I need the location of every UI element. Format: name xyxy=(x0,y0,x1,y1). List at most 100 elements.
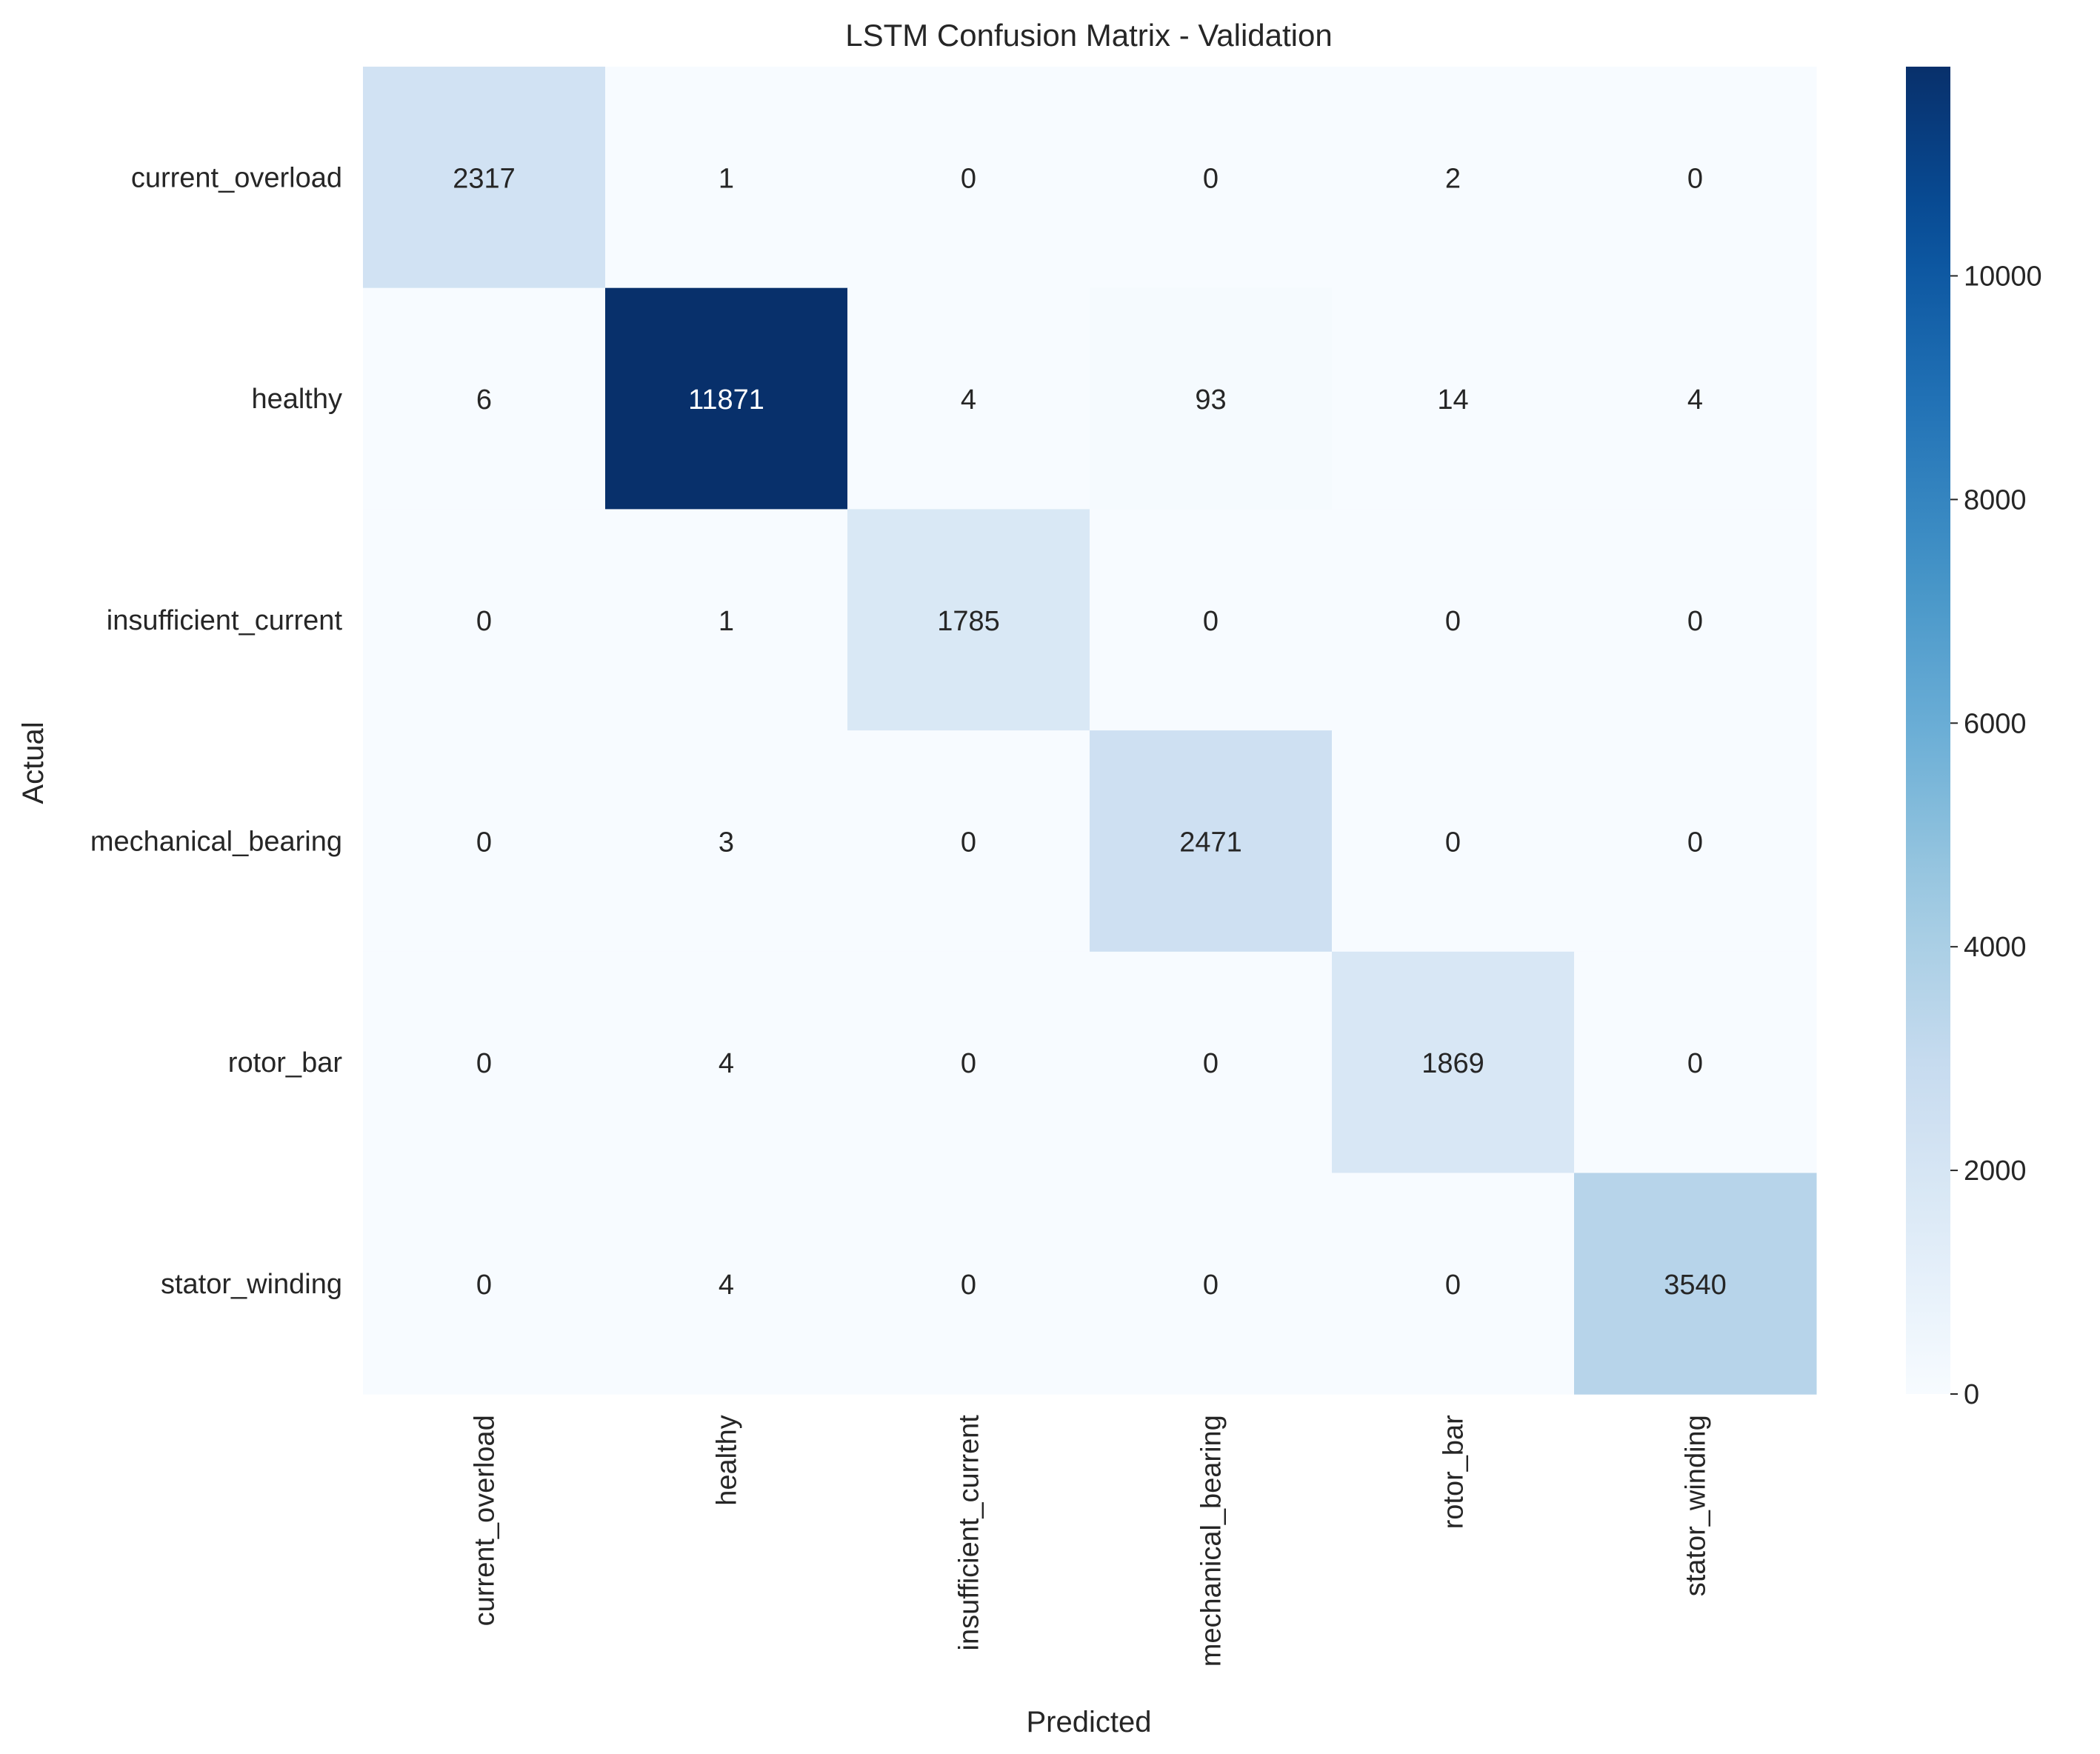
heatmap-cell-labels: 2317 1 0 0 2 0 6 11871 4 93 14 4 0 1 1785 0 0 0 0 3 0 2471 0 0 0… xyxy=(453,163,1727,1301)
cell-value-label: 0 xyxy=(1687,1048,1703,1079)
heatmap-cell xyxy=(847,951,1090,1173)
cell-value-label: 0 xyxy=(961,1270,976,1301)
cell-value-label: 0 xyxy=(1445,1270,1461,1301)
heatmap-cell xyxy=(605,67,848,289)
heatmap-cell xyxy=(1574,67,1817,289)
heatmap-cell xyxy=(363,730,606,953)
heatmap-cell xyxy=(363,67,606,289)
heatmap-cell xyxy=(1090,67,1333,289)
colorbar-tick-label: 8000 xyxy=(1964,484,2027,516)
heatmap-cell xyxy=(1574,509,1817,731)
heatmap-cell xyxy=(605,287,848,510)
colorbar-tick-label: 4000 xyxy=(1964,932,2027,963)
colorbar-tick-labels: 0 2000 4000 6000 8000 10000 xyxy=(1950,261,2042,1410)
cell-value-label: 0 xyxy=(476,827,492,858)
heatmap-cell xyxy=(847,67,1090,289)
heatmap-cell xyxy=(363,951,606,1173)
cell-value-label: 3 xyxy=(719,827,734,858)
colorbar-tick-label: 6000 xyxy=(1964,708,2027,739)
y-axis-label: Actual xyxy=(17,721,50,804)
y-tick-label: healthy xyxy=(251,384,342,415)
heatmap-cell xyxy=(1332,287,1575,510)
heatmap-cell xyxy=(363,1173,606,1395)
heatmap-cell xyxy=(1332,1173,1575,1395)
cell-value-label: 0 xyxy=(1687,606,1703,637)
x-tick-label: mechanical_bearing xyxy=(1196,1415,1227,1667)
heatmap-cell xyxy=(1332,730,1575,953)
heatmap-cell xyxy=(847,287,1090,510)
heatmap-cell xyxy=(1090,1173,1333,1395)
heatmap-cell xyxy=(847,730,1090,953)
cell-value-label: 0 xyxy=(1203,1048,1219,1079)
colorbar-tick-label: 2000 xyxy=(1964,1156,2027,1187)
heatmap-cell xyxy=(847,509,1090,731)
cell-value-label: 0 xyxy=(1445,827,1461,858)
colorbar-tick-label: 0 xyxy=(1964,1379,1979,1410)
heatmap-cell xyxy=(1090,951,1333,1173)
y-tick-label: rotor_bar xyxy=(228,1047,343,1078)
heatmap-cell xyxy=(363,509,606,731)
heatmap-cell xyxy=(605,1173,848,1395)
cell-value-label: 2 xyxy=(1445,163,1461,194)
cell-value-label: 2317 xyxy=(453,163,516,194)
cell-value-label: 0 xyxy=(961,827,976,858)
cell-value-label: 0 xyxy=(1687,827,1703,858)
cell-value-label: 0 xyxy=(1203,163,1219,194)
cell-value-label: 1 xyxy=(719,606,734,637)
x-tick-label: healthy xyxy=(712,1415,743,1506)
cell-value-label: 0 xyxy=(961,163,976,194)
cell-value-label: 4 xyxy=(719,1048,734,1079)
colorbar-tick-label: 10000 xyxy=(1964,261,2042,292)
cell-value-label: 3540 xyxy=(1664,1270,1727,1301)
cell-value-label: 11871 xyxy=(688,384,764,416)
cell-value-label: 0 xyxy=(1203,1270,1219,1301)
x-tick-label: current_overload xyxy=(470,1415,501,1626)
y-tick-label: stator_winding xyxy=(161,1269,342,1300)
heatmap-cell xyxy=(605,951,848,1173)
heatmap-cell xyxy=(1574,730,1817,953)
cell-value-label: 0 xyxy=(1203,606,1219,637)
heatmap-cells xyxy=(363,67,1817,1395)
x-tick-label: rotor_bar xyxy=(1439,1415,1470,1530)
cell-value-label: 4 xyxy=(1687,384,1703,416)
x-axis-tick-labels: current_overload healthy insufficient_curr… xyxy=(470,1415,1712,1667)
cell-value-label: 1 xyxy=(719,163,734,194)
heatmap-cell xyxy=(1090,509,1333,731)
heatmap-cell xyxy=(1090,730,1333,953)
x-tick-label: stator_winding xyxy=(1681,1415,1712,1596)
heatmap-cell xyxy=(1574,287,1817,510)
x-axis-label: Predicted xyxy=(1027,1706,1152,1738)
heatmap-cell xyxy=(1574,951,1817,1173)
heatmap-cell xyxy=(605,509,848,731)
cell-value-label: 0 xyxy=(1687,163,1703,194)
cell-value-label: 4 xyxy=(961,384,976,416)
cell-value-label: 6 xyxy=(476,384,492,416)
heatmap-cell xyxy=(1090,287,1333,510)
heatmap-cell xyxy=(605,730,848,953)
cell-value-label: 1869 xyxy=(1421,1048,1484,1079)
cell-value-label: 14 xyxy=(1437,384,1468,416)
y-tick-label: current_overload xyxy=(131,162,342,193)
y-tick-label: insufficient_current xyxy=(107,605,343,636)
heatmap-cell xyxy=(1574,1173,1817,1395)
heatmap-cell xyxy=(1332,67,1575,289)
cell-value-label: 0 xyxy=(476,606,492,637)
cell-value-label: 2471 xyxy=(1179,827,1242,858)
cell-value-label: 93 xyxy=(1195,384,1226,416)
chart-title: LSTM Confusion Matrix - Validation xyxy=(845,18,1332,53)
cell-value-label: 0 xyxy=(961,1048,976,1079)
y-tick-label: mechanical_bearing xyxy=(90,826,342,857)
cell-value-label: 1785 xyxy=(937,606,1000,637)
colorbar xyxy=(1906,67,1950,1394)
cell-value-label: 0 xyxy=(476,1270,492,1301)
heatmap-cell xyxy=(1332,951,1575,1173)
cell-value-label: 4 xyxy=(719,1270,734,1301)
cell-value-label: 0 xyxy=(1445,606,1461,637)
heatmap-cell xyxy=(363,287,606,510)
heatmap-cell xyxy=(1332,509,1575,731)
heatmap-cell xyxy=(847,1173,1090,1395)
cell-value-label: 0 xyxy=(476,1048,492,1079)
